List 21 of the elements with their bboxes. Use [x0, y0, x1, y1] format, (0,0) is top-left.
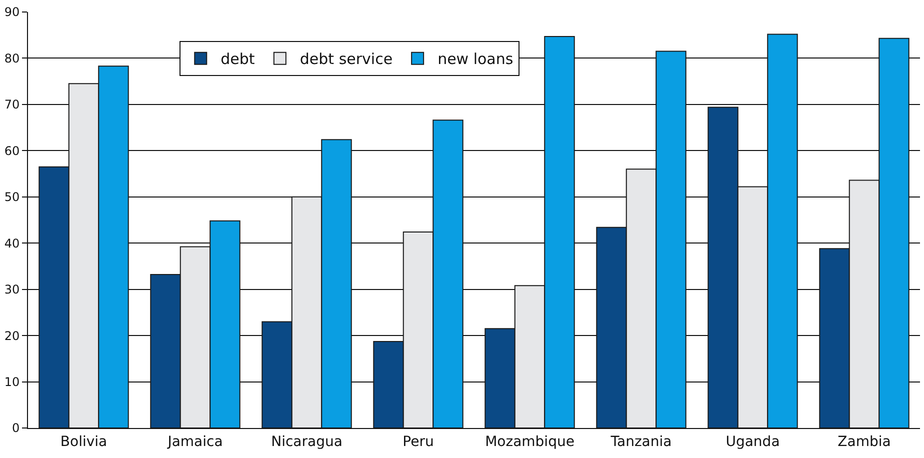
- y-tick-label: 90: [4, 5, 20, 20]
- y-tick-label: 30: [4, 282, 20, 297]
- x-tick-label: Jamaica: [166, 434, 223, 450]
- y-tick-label: 20: [4, 328, 20, 343]
- y-tick-label: 60: [4, 144, 20, 158]
- legend-label: debt: [220, 50, 255, 68]
- x-tick-label: Mozambique: [485, 434, 574, 450]
- x-tick-label: Tanzania: [610, 434, 672, 450]
- legend-label: new loans: [438, 50, 514, 68]
- y-tick-label: 10: [4, 374, 20, 389]
- x-tick-label: Bolivia: [60, 434, 108, 450]
- x-tick-label: Peru: [402, 434, 434, 450]
- y-tick-label: 0: [12, 421, 20, 436]
- y-tick-label: 70: [4, 98, 20, 112]
- x-tick-label: Zambia: [838, 434, 891, 450]
- x-tick-label: Uganda: [726, 434, 780, 450]
- x-tick-label: Nicaragua: [271, 434, 342, 450]
- y-tick-label: 80: [4, 51, 20, 66]
- y-tick-label: 40: [4, 236, 20, 250]
- y-tick-label: 50: [4, 190, 20, 204]
- legend-label: debt service: [300, 50, 393, 68]
